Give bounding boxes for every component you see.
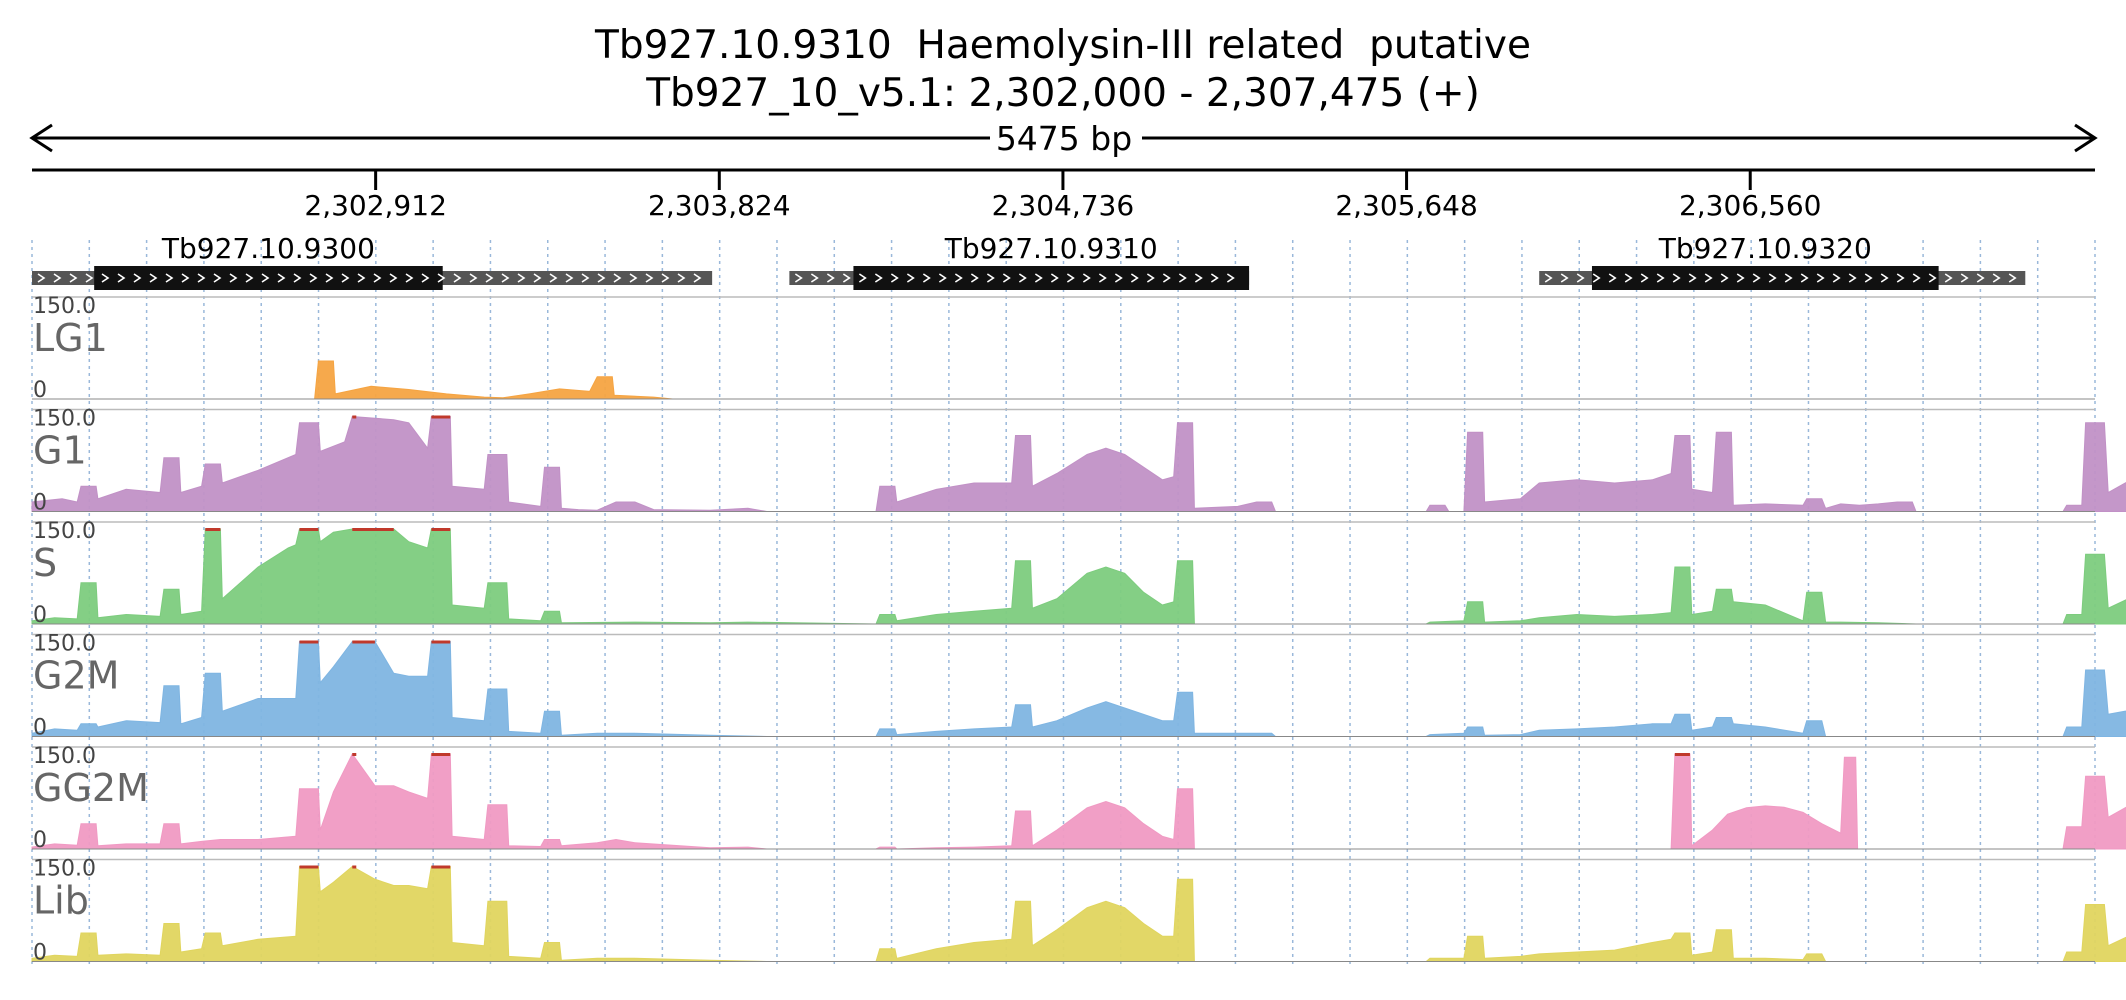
saturation-marker bbox=[431, 528, 450, 531]
gene-label: Tb927.10.9320 bbox=[1658, 232, 1872, 265]
saturation-marker bbox=[300, 866, 319, 869]
y-min-label: 0 bbox=[33, 828, 47, 853]
saturation-marker bbox=[431, 641, 450, 644]
track-g1: 150.00G1 bbox=[32, 407, 2126, 516]
tick-label: 2,306,560 bbox=[1679, 189, 1822, 222]
tick-label: 2,305,648 bbox=[1335, 189, 1478, 222]
coverage-tracks: 150.00LG1150.00G1150.00S150.00G2M150.00G… bbox=[32, 294, 2126, 966]
saturation-marker bbox=[300, 528, 319, 531]
track-name: Lib bbox=[33, 879, 89, 923]
track-lib: 150.0 0 Lib bbox=[32, 857, 2126, 966]
saturation-marker bbox=[431, 753, 450, 756]
y-min-label: 0 bbox=[33, 716, 47, 741]
y-min-label: 0 bbox=[33, 378, 47, 403]
tick-label: 2,302,912 bbox=[304, 189, 447, 222]
gene-label: Tb927.10.9310 bbox=[944, 232, 1158, 265]
saturation-marker bbox=[352, 528, 393, 531]
saturation-marker bbox=[352, 641, 375, 644]
track-name: G1 bbox=[33, 429, 87, 473]
track-name: S bbox=[33, 541, 57, 585]
saturation-marker bbox=[300, 641, 319, 644]
track-name: LG1 bbox=[33, 316, 108, 360]
coverage-area bbox=[32, 417, 2126, 512]
track-name: GG2M bbox=[33, 766, 149, 810]
saturation-marker bbox=[352, 753, 356, 756]
gene-track: Tb927.10.9300 Tb927.10.9310 Tb927.10.9320 bbox=[32, 232, 2025, 290]
gene-label: Tb927.10.9300 bbox=[161, 232, 375, 265]
coverage-area bbox=[32, 529, 2126, 624]
coverage-area bbox=[32, 642, 2126, 737]
saturation-marker bbox=[352, 866, 356, 869]
saturation-marker bbox=[431, 416, 450, 419]
coordinate-ticks: 2,302,912 2,303,824 2,304,736 2,305,648 2,30… bbox=[304, 170, 1821, 222]
y-min-label: 0 bbox=[33, 941, 47, 966]
saturation-marker bbox=[1675, 753, 1690, 756]
track-g2m: 150.0 0 G2M bbox=[32, 632, 2126, 741]
saturation-marker bbox=[205, 528, 220, 531]
track-name: G2M bbox=[33, 654, 119, 698]
tick-label: 2,303,824 bbox=[648, 189, 791, 222]
track-s: 150.00S bbox=[32, 519, 2126, 628]
span-label: 5475 bp bbox=[996, 119, 1132, 158]
tick-label: 2,304,736 bbox=[992, 189, 1135, 222]
track-gg2m: 150.0 0 GG2M bbox=[32, 744, 2126, 853]
saturation-marker bbox=[352, 416, 356, 419]
coverage-area bbox=[32, 754, 2126, 849]
saturation-marker bbox=[431, 866, 450, 869]
y-min-label: 0 bbox=[33, 491, 47, 516]
coverage-area bbox=[32, 867, 2126, 962]
y-min-label: 0 bbox=[33, 603, 47, 628]
span-arrow: 5475 bp bbox=[32, 119, 2095, 158]
